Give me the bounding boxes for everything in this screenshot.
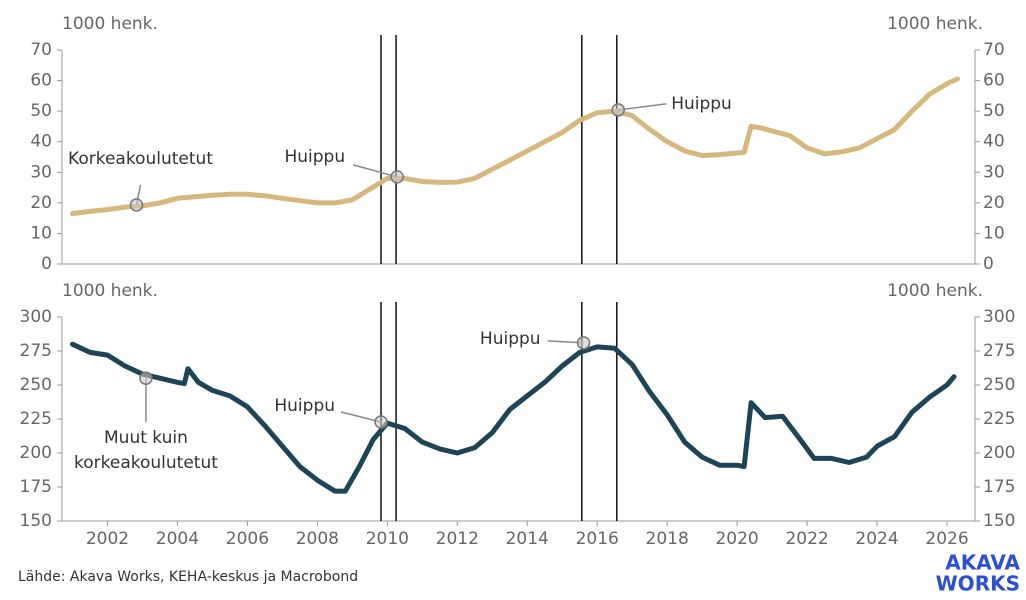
- annotation: Huippu: [480, 329, 541, 349]
- y-tick-label: 225: [20, 409, 52, 429]
- annotation: korkeakoulutetut: [74, 453, 218, 473]
- annotation-point: [139, 371, 153, 385]
- x-tick-label: 2022: [785, 529, 828, 549]
- y-tick-label: 70: [30, 40, 52, 60]
- annotation-point: [374, 415, 388, 429]
- y2-tick-label: 175: [983, 477, 1015, 497]
- x-tick-label: 2018: [646, 529, 689, 549]
- y-tick-label: 200: [20, 443, 52, 463]
- y-tick-label: 20: [30, 193, 52, 213]
- y-tick-label: 150: [20, 511, 52, 531]
- y-axis-label: 1000 henk.: [62, 281, 158, 301]
- x-tick-label: 2026: [925, 529, 968, 549]
- annotation: Huippu: [274, 396, 335, 416]
- y2-tick-label: 300: [983, 307, 1015, 327]
- y-tick-label: 0: [41, 254, 52, 274]
- y2-tick-label: 0: [983, 254, 994, 274]
- y-tick-label: 300: [20, 307, 52, 327]
- y2-tick-label: 60: [983, 71, 1005, 91]
- y2-tick-label: 150: [983, 511, 1015, 531]
- annotation: Muut kuin: [104, 428, 188, 448]
- y2-tick-label: 225: [983, 409, 1015, 429]
- y2-tick-label: 275: [983, 341, 1015, 361]
- leader-line: [352, 164, 398, 178]
- y2-tick-label: 10: [983, 223, 1005, 243]
- y-tick-label: 250: [20, 375, 52, 395]
- line-series: [70, 341, 957, 494]
- x-tick-label: 2008: [296, 529, 339, 549]
- annotation: Korkeakoulutetut: [68, 149, 213, 169]
- y2-tick-label: 250: [983, 375, 1015, 395]
- y2-tick-label: 70: [983, 40, 1005, 60]
- annotation: Huippu: [284, 147, 345, 167]
- x-tick-label: 2012: [436, 529, 479, 549]
- x-tick-label: 2004: [156, 529, 199, 549]
- y-tick-label: 60: [30, 71, 52, 91]
- x-tick-label: 2014: [506, 529, 549, 549]
- x-tick-label: 2006: [226, 529, 269, 549]
- y-tick-label: 175: [20, 477, 52, 497]
- y2-axis-label: 1000 henk.: [887, 14, 983, 34]
- annotation-point: [576, 336, 591, 350]
- leader-line: [618, 103, 667, 111]
- source: Lähde: Akava Works, KEHA-keskus ja Macro…: [18, 569, 358, 585]
- y-axis-label: 1000 henk.: [62, 14, 158, 34]
- annotation: Huippu: [671, 94, 732, 114]
- y2-tick-label: 50: [983, 101, 1005, 121]
- y2-tick-label: 200: [983, 443, 1015, 463]
- annotation-point: [611, 103, 625, 117]
- y-tick-label: 40: [30, 132, 52, 152]
- y2-tick-label: 20: [983, 193, 1005, 213]
- y2-tick-label: 30: [983, 162, 1005, 182]
- y2-tick-label: 40: [983, 132, 1005, 152]
- line-series: [70, 76, 960, 217]
- leader-line: [340, 411, 382, 423]
- y-tick-label: 10: [30, 223, 52, 243]
- logo: WORKS: [936, 572, 1020, 596]
- y-tick-label: 30: [30, 162, 52, 182]
- annotation-point: [390, 170, 404, 184]
- y-tick-label: 50: [30, 101, 52, 121]
- x-tick-label: 2010: [366, 529, 409, 549]
- x-tick-label: 2020: [715, 529, 758, 549]
- logo: AKAVA: [945, 551, 1020, 575]
- y2-axis-label: 1000 henk.: [887, 281, 983, 301]
- annotation-point: [129, 198, 144, 212]
- x-tick-label: 2016: [576, 529, 619, 549]
- x-tick-label: 2002: [86, 529, 129, 549]
- y-tick-label: 275: [20, 341, 52, 361]
- x-tick-label: 2024: [855, 529, 898, 549]
